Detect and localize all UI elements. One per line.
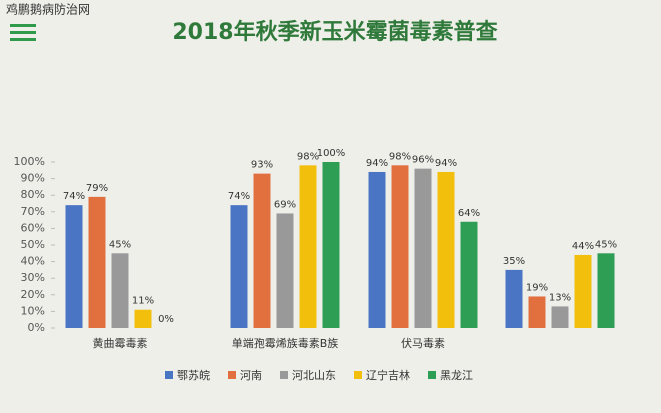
value-label: 79% (86, 183, 108, 194)
legend-swatch (165, 371, 173, 379)
bar (322, 162, 340, 328)
y-tick-label: 0% (28, 321, 45, 334)
y-tick-label: 100% (14, 155, 45, 168)
value-label: 94% (435, 158, 457, 169)
value-label: 74% (228, 191, 250, 202)
y-tick-label: 50% (21, 238, 45, 251)
bar (230, 205, 248, 328)
chart-title: 2018年秋季新玉米霉菌毒素普查 (172, 19, 497, 45)
value-label: 96% (412, 155, 434, 166)
legend-swatch (228, 371, 236, 379)
bar (391, 165, 409, 328)
bar (88, 196, 106, 328)
value-label: 98% (389, 151, 411, 162)
bar (368, 171, 386, 328)
value-label: 64% (458, 208, 480, 219)
bar (253, 173, 271, 328)
legend-label: 河北山东 (292, 369, 336, 382)
y-tick-label: 20% (21, 288, 45, 301)
y-tick-label: 60% (21, 221, 45, 234)
bar (65, 205, 83, 328)
x-tick-label: 伏马毒素 (401, 336, 445, 350)
legend-label: 黑龙江 (440, 369, 473, 382)
bar (551, 306, 569, 328)
value-label: 93% (251, 160, 273, 171)
y-tick-label: 70% (21, 205, 45, 218)
bar (528, 296, 546, 328)
value-label: 74% (63, 191, 85, 202)
watermark: 鸡鹏鹅病防治网 (6, 2, 90, 17)
value-label: 19% (526, 282, 548, 293)
bar (134, 309, 152, 328)
legend-swatch (428, 371, 436, 379)
legend-swatch (354, 371, 362, 379)
legend-swatch (280, 371, 288, 379)
bar (437, 171, 455, 328)
y-tick-label: 30% (21, 271, 45, 284)
bar (299, 165, 317, 328)
value-label: 44% (572, 241, 594, 252)
y-tick-label: 80% (21, 188, 45, 201)
y-tick-label: 40% (21, 255, 45, 268)
y-tick-label: 10% (21, 304, 45, 317)
y-tick-label: 90% (21, 172, 45, 185)
x-tick-label: 单端孢霉烯族毒素B族 (232, 336, 339, 350)
value-label: 100% (317, 148, 346, 159)
value-label: 35% (503, 256, 525, 267)
legend-label: 鄂苏皖 (177, 368, 210, 382)
bar (111, 253, 129, 328)
bar (574, 254, 592, 328)
value-label: 94% (366, 158, 388, 169)
x-tick-label: 黄曲霉毒素 (93, 336, 148, 350)
value-label: 13% (549, 292, 571, 303)
bar (276, 213, 294, 328)
bar (505, 269, 523, 328)
bar (414, 168, 432, 328)
legend-label: 辽宁吉林 (366, 368, 410, 382)
bar (597, 253, 615, 328)
value-label: 11% (132, 296, 154, 307)
value-label: 98% (297, 151, 319, 162)
value-label: 69% (274, 199, 296, 210)
bar (460, 221, 478, 328)
value-label: 45% (109, 239, 131, 250)
menu-icon (10, 24, 36, 41)
value-label: 0% (158, 314, 174, 325)
legend-label: 河南 (240, 369, 262, 382)
value-label: 45% (595, 239, 617, 250)
